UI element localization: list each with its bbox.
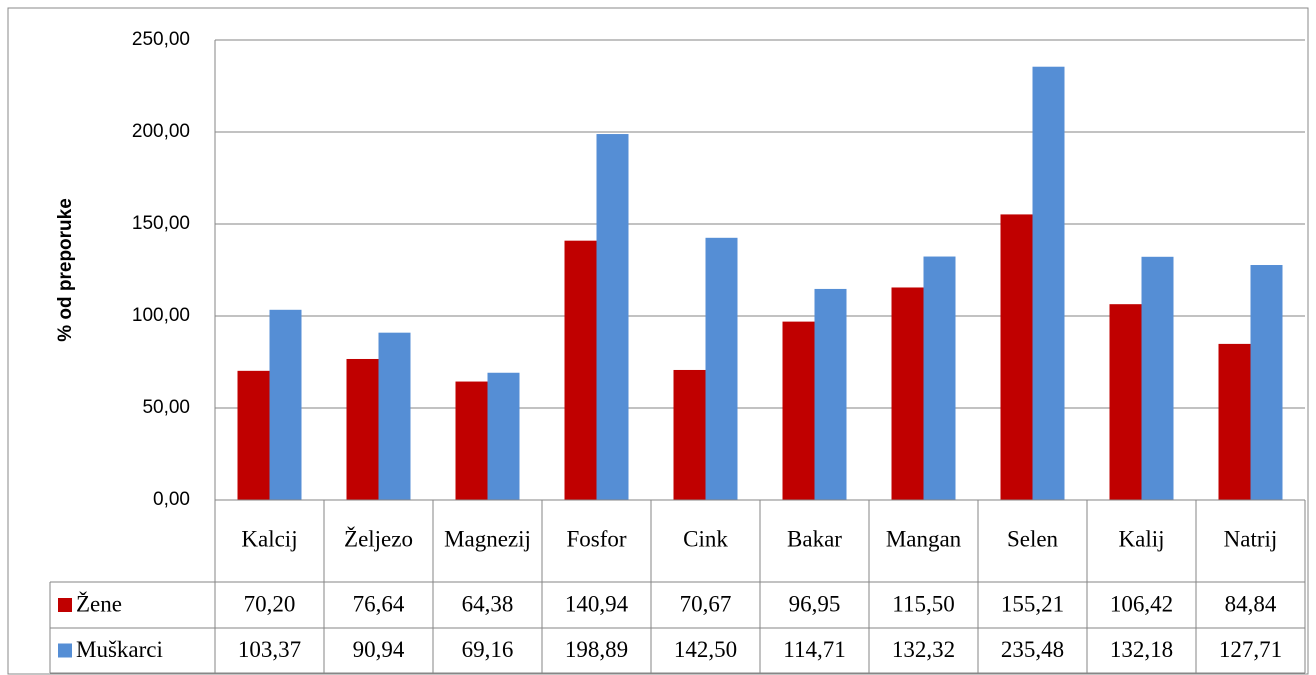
bar (1218, 343, 1251, 500)
table-value: 198,89 (565, 637, 628, 662)
table-value: 103,37 (238, 637, 301, 662)
bar (237, 370, 270, 500)
bar (487, 372, 520, 500)
x-tick-label: Željezo (344, 526, 413, 551)
chart-border (7, 7, 1309, 675)
y-axis-label: % od preporuke (55, 198, 76, 342)
legend-swatch (58, 598, 72, 612)
bar (782, 321, 815, 500)
table-value: 96,95 (789, 591, 841, 616)
legend-label: Žene (76, 591, 122, 616)
x-tick-label: Fosfor (566, 526, 626, 551)
x-tick-label: Magnezij (444, 526, 531, 551)
bar (1032, 66, 1065, 500)
x-tick-label: Bakar (787, 526, 842, 551)
bar (564, 240, 597, 500)
table-value: 84,84 (1225, 591, 1277, 616)
table-value: 70,67 (680, 591, 732, 616)
bar (1000, 214, 1033, 500)
bar (378, 332, 411, 500)
bar (455, 381, 488, 500)
legend-label: Muškarci (76, 637, 163, 662)
table-value: 132,18 (1110, 637, 1173, 662)
x-tick-label: Selen (1007, 526, 1059, 551)
table-value: 132,32 (892, 637, 955, 662)
bar (1109, 304, 1142, 500)
x-tick-label: Kalcij (241, 526, 297, 551)
table-value: 235,48 (1001, 637, 1064, 662)
y-tick-label: 200,00 (132, 121, 190, 142)
bar (891, 287, 924, 500)
x-tick-label: Mangan (886, 526, 962, 551)
table-value: 127,71 (1219, 637, 1282, 662)
table-value: 70,20 (244, 591, 296, 616)
y-tick-label: 0,00 (153, 489, 190, 510)
table-value: 90,94 (353, 637, 405, 662)
bar (269, 309, 302, 500)
x-tick-label: Kalij (1119, 526, 1165, 551)
x-tick-label: Cink (683, 526, 728, 551)
table-value: 155,21 (1001, 591, 1064, 616)
bar (1141, 256, 1174, 500)
table-value: 142,50 (674, 637, 737, 662)
table-value: 115,50 (892, 591, 954, 616)
y-tick-label: 250,00 (132, 29, 190, 50)
table-value: 106,42 (1110, 591, 1173, 616)
table-value: 76,64 (353, 591, 405, 616)
y-tick-label: 150,00 (132, 213, 190, 234)
legend-swatch (58, 643, 72, 658)
bar (1250, 265, 1283, 500)
bar (923, 256, 956, 500)
y-tick-label: 50,00 (142, 397, 190, 418)
table-value: 140,94 (565, 591, 629, 616)
bar (814, 288, 847, 500)
table-value: 69,16 (462, 637, 514, 662)
y-tick-label: 100,00 (132, 305, 190, 326)
bar (596, 134, 629, 500)
x-tick-label: Natrij (1224, 526, 1278, 551)
table-value: 114,71 (783, 637, 845, 662)
bar (705, 237, 738, 501)
table-value: 64,38 (462, 591, 514, 616)
bar (673, 369, 706, 500)
bar (346, 358, 379, 500)
